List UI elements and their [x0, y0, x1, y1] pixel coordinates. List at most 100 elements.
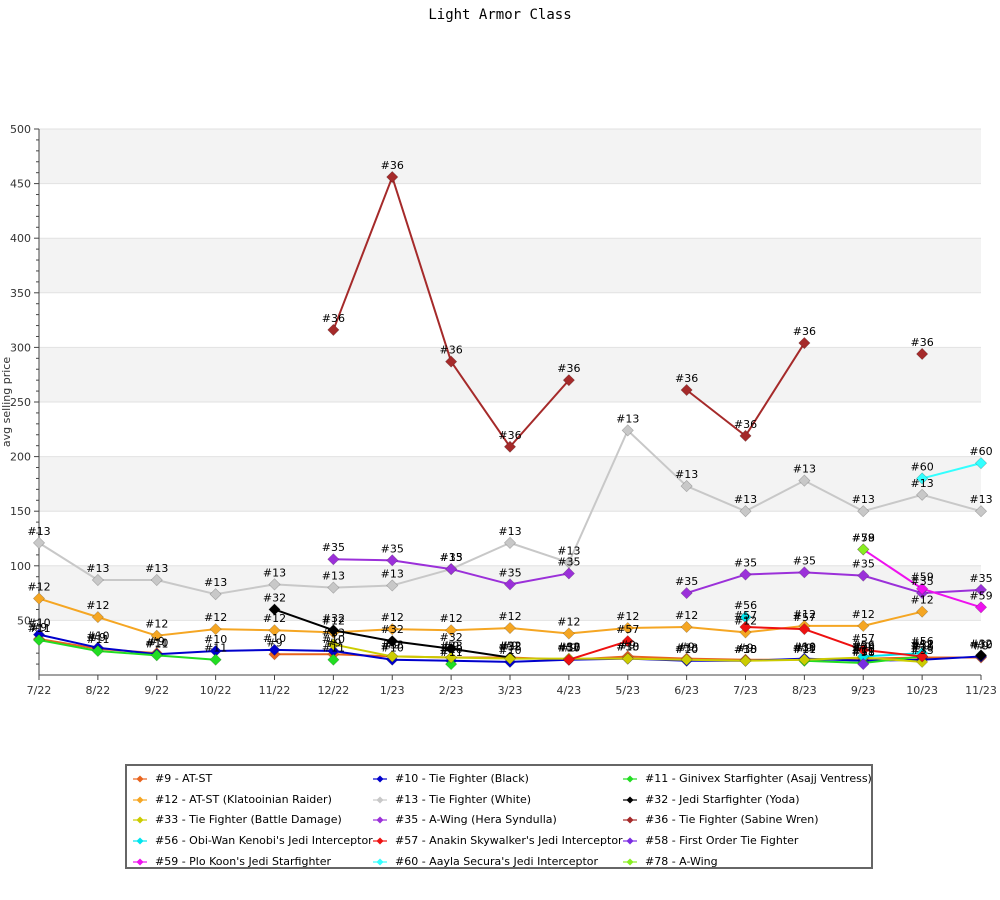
x-tick-label: 8/22 [86, 684, 111, 697]
series-11 [32, 633, 929, 671]
data-point [503, 578, 517, 591]
data-label: #32 [381, 623, 404, 636]
data-point [32, 633, 46, 647]
data-label: #13 [852, 493, 875, 506]
data-label: #35 [734, 557, 757, 570]
data-point [209, 653, 222, 666]
data-point [621, 652, 634, 665]
grid-band [39, 347, 981, 402]
legend-swatch [623, 857, 637, 867]
data-point [680, 620, 693, 634]
data-label: #9 [266, 636, 282, 649]
data-point [327, 644, 340, 658]
legend-item: #56 - Obi-Wan Kenobi's Jedi Interceptor [133, 834, 373, 847]
grid-band [39, 565, 981, 621]
data-label: #59 [852, 531, 875, 544]
data-label: #35 [852, 558, 875, 571]
data-label: #57 [616, 623, 639, 636]
data-point [857, 505, 870, 518]
data-label: #35 [675, 575, 698, 588]
point-labels-layer: #9#9 #9 #9 #9 #9 #9 #9 #9 #9 #9 #9 #9 #9 #9 #9#10#10#1… [27, 159, 992, 659]
data-label: #13 [86, 562, 109, 575]
data-label: #13 [557, 545, 580, 558]
legend: #9 - AT-ST #10 - Tie Fighter (Black) #11 -… [125, 764, 873, 869]
legend-item: #9 - AT-ST [133, 772, 212, 785]
data-label: #33 [734, 643, 757, 656]
data-label: #11 [86, 633, 109, 646]
x-tick-label: 2/23 [439, 684, 464, 697]
data-label: #36 [793, 325, 816, 338]
legend-label: #11 - Ginivex Starfighter (Asajj Ventres… [645, 772, 872, 785]
x-tick-label: 12/22 [318, 684, 350, 697]
data-label: #11 [27, 622, 50, 635]
data-label: #12 [145, 618, 168, 631]
legend-swatch [133, 815, 147, 825]
data-point [503, 440, 517, 453]
y-tick-label: 150 [10, 505, 31, 518]
data-label: #12 [734, 614, 757, 627]
x-tick-label: 7/23 [733, 684, 758, 697]
data-point [562, 567, 575, 580]
data-point [386, 623, 399, 636]
legend-label: #13 - Tie Fighter (White) [395, 792, 532, 806]
x-tick-label: 9/22 [144, 684, 169, 697]
data-label: #9 [679, 641, 695, 654]
y-tick-label: 50 [17, 614, 31, 627]
data-point [857, 643, 870, 656]
series-line [38, 639, 216, 661]
data-point [916, 347, 929, 361]
data-label: #13 [675, 468, 698, 481]
data-label: #33 [498, 641, 521, 654]
legend-label: #78 - A-Wing [645, 854, 718, 868]
legend-label: #58 - First Order Tie Fighter [645, 834, 799, 848]
data-label: #9 [914, 640, 930, 653]
data-point [327, 323, 340, 337]
x-tick-label: 1/23 [380, 684, 405, 697]
data-point [621, 621, 634, 635]
data-label: #9 [325, 636, 341, 649]
data-label: #56 [911, 635, 934, 648]
x-tick-label: 8/23 [792, 684, 817, 697]
legend-swatch [133, 836, 147, 846]
y-tick-label: 350 [10, 287, 31, 300]
data-label: #10 [557, 642, 580, 655]
data-label: #60 [911, 460, 934, 473]
data-label: #13 [322, 570, 345, 583]
data-label: #36 [557, 362, 580, 375]
legend-swatch [373, 774, 387, 784]
data-label: #33 [793, 642, 816, 655]
data-label: #60 [969, 445, 992, 458]
data-label: #13 [263, 566, 286, 579]
data-label: #36 [911, 336, 934, 349]
data-label: #32 [322, 612, 345, 625]
data-point [974, 583, 988, 596]
data-point [150, 629, 163, 642]
data-point [268, 603, 281, 616]
legend-swatch [373, 795, 387, 805]
data-point [445, 657, 458, 671]
legend-item: #12 - AT-ST (Klatooinian Raider) [133, 793, 332, 806]
data-label: #9 [620, 638, 636, 651]
legend-label: #60 - Aayla Secura's Jedi Interceptor [395, 854, 599, 868]
grid-band [39, 238, 981, 293]
data-label: #9 [737, 642, 753, 655]
data-point [503, 536, 517, 549]
legend-swatch [373, 836, 387, 846]
data-label: #33 [616, 641, 639, 654]
data-label: #9 [90, 631, 106, 644]
chart-title: Light Armor Class [428, 7, 571, 23]
data-label: #33 [911, 644, 934, 657]
legend-swatch [373, 857, 387, 867]
data-label: #35 [969, 572, 992, 585]
data-label: #33 [675, 642, 698, 655]
data-point [974, 457, 988, 470]
series-line [568, 640, 629, 661]
data-label: #33 [322, 626, 345, 639]
data-label: #36 [675, 372, 698, 385]
x-tick-label: 6/23 [674, 684, 699, 697]
data-point [974, 505, 988, 518]
x-tick-label: 10/22 [200, 684, 232, 697]
data-label: #9 [31, 621, 47, 634]
data-label: #12 [852, 608, 875, 621]
y-tick-label: 300 [10, 341, 31, 354]
